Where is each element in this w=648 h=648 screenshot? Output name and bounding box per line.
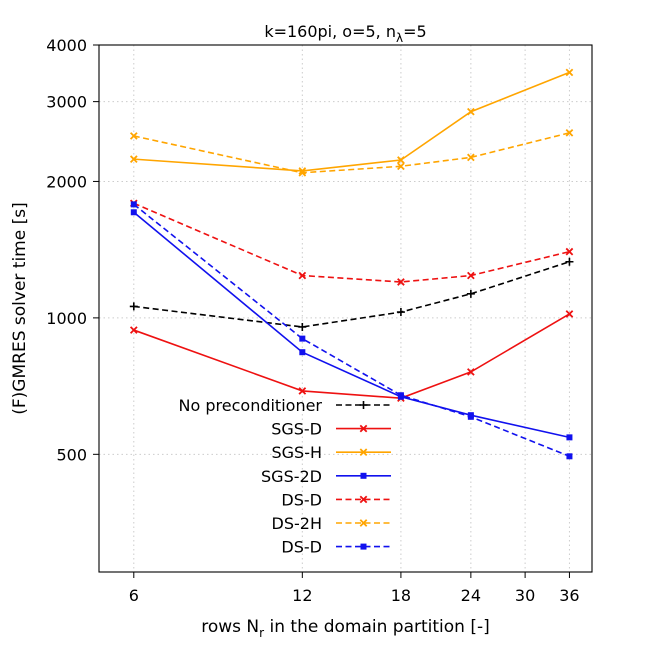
data-point-marker xyxy=(299,349,306,356)
legend-label: DS-D xyxy=(281,490,322,509)
data-point-marker xyxy=(467,271,475,280)
series-line xyxy=(133,203,570,458)
data-point-marker xyxy=(298,322,307,331)
data-point-marker xyxy=(129,132,138,140)
chart-title-main: k=160pi, o=5, n xyxy=(264,22,396,41)
legend-entry: DS-2H xyxy=(272,514,391,533)
data-point-marker xyxy=(298,271,307,280)
data-point-marker xyxy=(566,453,573,460)
data-point-marker xyxy=(565,310,574,318)
data-point-marker xyxy=(396,308,405,317)
data-point-marker xyxy=(565,247,574,256)
data-point-marker xyxy=(565,129,574,137)
series-line xyxy=(133,260,570,328)
data-point-marker xyxy=(129,302,138,311)
x-axis-title: rows Nr in the domain partition [-] xyxy=(201,617,489,640)
y-axis-title: (F)GMRES solver time [s] xyxy=(10,202,30,414)
y-tick-label: 2000 xyxy=(46,172,87,191)
data-point-marker xyxy=(299,335,306,342)
x-axis-title-tail: in the domain partition [-] xyxy=(264,617,490,637)
y-axis: 500 1000 2000 3000 4000 xyxy=(46,36,99,464)
series-line xyxy=(133,71,570,172)
series-sgs-h xyxy=(129,68,574,175)
data-point-marker xyxy=(397,278,405,286)
series-sgs-d xyxy=(129,310,574,403)
legend-label: SGS-2D xyxy=(261,467,322,486)
x-tick-label: 24 xyxy=(461,586,481,605)
data-point-marker xyxy=(466,289,475,298)
y-tick-label: 1000 xyxy=(46,309,87,328)
data-point-marker xyxy=(467,413,474,420)
legend-label: DS-D xyxy=(281,538,322,557)
x-tick-label: 30 xyxy=(515,586,535,605)
legend-entry: SGS-D xyxy=(271,420,391,439)
data-point-marker xyxy=(360,543,367,550)
legend-label: SGS-D xyxy=(271,420,322,439)
data-point-marker xyxy=(298,168,307,177)
data-point-marker xyxy=(130,209,137,216)
series-no-preconditioner xyxy=(129,257,574,331)
data-point-marker xyxy=(565,257,574,266)
y-tick-label: 3000 xyxy=(46,93,87,112)
data-point-marker xyxy=(359,448,368,457)
x-tick-label: 12 xyxy=(292,586,312,605)
data-point-marker xyxy=(467,107,475,116)
x-axis-title-subscript: r xyxy=(259,626,264,640)
legend-label: SGS-H xyxy=(271,443,322,462)
data-point-marker xyxy=(298,387,307,395)
legend-entry: DS-D xyxy=(281,490,391,509)
series-line xyxy=(133,132,570,174)
data-point-marker xyxy=(566,434,573,441)
data-point-marker xyxy=(130,201,137,208)
data-point-marker xyxy=(397,162,405,171)
data-point-marker xyxy=(129,326,138,334)
legend-entry: No preconditioner xyxy=(179,396,391,415)
x-axis-title-main: rows N xyxy=(201,617,259,637)
chart-title: k=160pi, o=5, nλ=5 xyxy=(264,22,426,45)
chart-title-subscript: λ xyxy=(396,31,403,45)
data-point-marker xyxy=(360,472,367,479)
y-tick-label: 4000 xyxy=(46,36,87,55)
x-tick-label: 36 xyxy=(559,586,579,605)
legend-label: No preconditioner xyxy=(179,396,323,415)
series-ds-d xyxy=(130,201,573,460)
legend-label: DS-2H xyxy=(272,514,322,533)
data-point-marker xyxy=(467,153,475,162)
plot-frame xyxy=(98,44,593,573)
data-point-marker xyxy=(129,155,138,163)
data-point-marker xyxy=(359,401,368,409)
data-point-marker xyxy=(359,424,368,433)
legend: No preconditioner SGS-D SGS-H SGS-2D DS-D DS-… xyxy=(179,396,391,557)
data-series xyxy=(129,68,574,460)
data-point-marker xyxy=(565,68,574,77)
series-ds-2h xyxy=(129,129,574,177)
chart-title-tail: =5 xyxy=(403,22,427,41)
series-ds-d xyxy=(129,199,574,286)
y-tick-label: 500 xyxy=(56,445,87,464)
data-point-marker xyxy=(359,495,368,504)
legend-entry: DS-D xyxy=(281,538,391,557)
legend-entry: SGS-H xyxy=(271,443,391,462)
x-tick-label: 6 xyxy=(129,586,139,605)
data-point-marker xyxy=(359,519,368,527)
legend-entry: SGS-2D xyxy=(261,467,391,486)
x-axis: 6 12 18 24 30 36 xyxy=(129,572,580,605)
series-line xyxy=(133,202,570,283)
series-line xyxy=(133,313,570,399)
data-point-marker xyxy=(467,368,475,376)
data-point-marker xyxy=(397,156,405,164)
x-tick-label: 18 xyxy=(391,586,411,605)
grid xyxy=(99,44,592,572)
data-point-marker xyxy=(397,392,404,399)
